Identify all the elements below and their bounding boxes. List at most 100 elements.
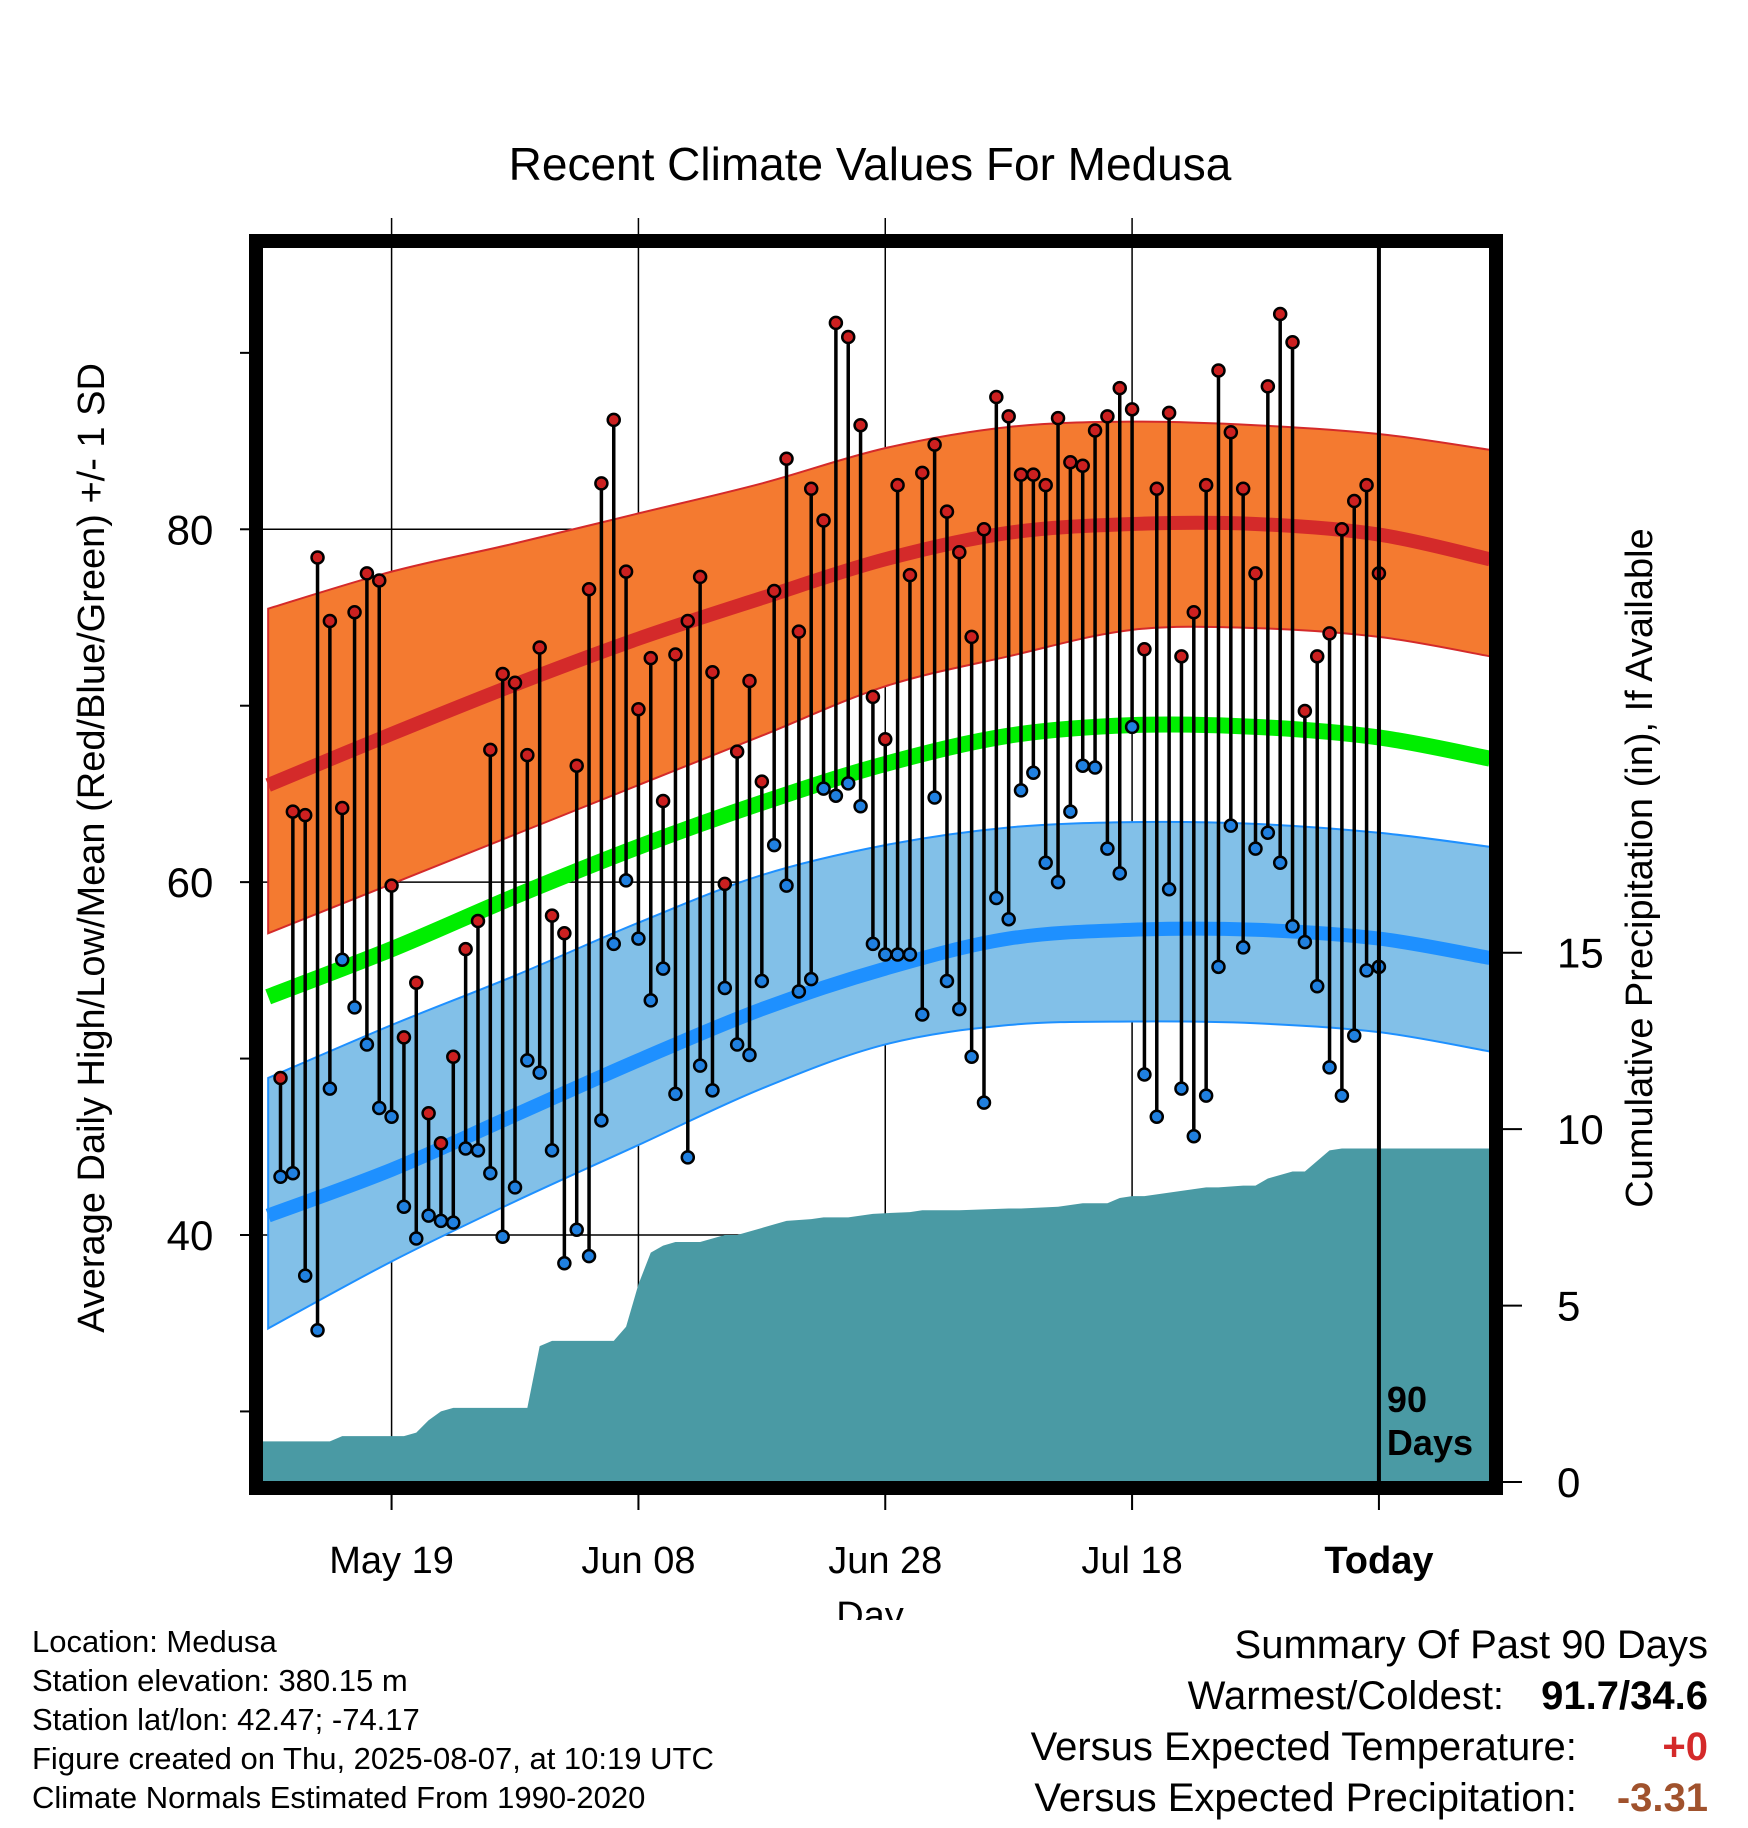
daily-high-point <box>1198 477 1214 493</box>
location-text: Location: Medusa <box>32 1624 277 1659</box>
normals-text: Climate Normals Estimated From 1990-2020 <box>32 1780 646 1815</box>
precip-label: Versus Expected Precipitation: <box>1034 1776 1577 1820</box>
daily-low-point <box>779 878 794 893</box>
daily-high-point <box>285 804 301 819</box>
daily-low-point <box>1013 783 1029 798</box>
daily-high-point <box>1124 402 1140 417</box>
daily-low-point <box>1075 758 1090 773</box>
daily-high-point <box>1075 458 1090 474</box>
daily-low-point <box>1124 719 1140 735</box>
y2-tick-label: 15 <box>1557 930 1604 977</box>
daily-low-point <box>754 973 770 989</box>
daily-low-point <box>655 961 671 976</box>
daily-high-point <box>1346 493 1362 509</box>
daily-low-point <box>1050 874 1066 890</box>
high-normal-line <box>265 515 1490 792</box>
y-tick-label: 40 <box>167 1212 214 1259</box>
daily-high-point <box>680 613 696 629</box>
daily-low-point <box>1359 963 1374 978</box>
y-tick-label: 60 <box>167 859 214 906</box>
daily-low-point <box>1235 940 1251 955</box>
daily-high-point <box>1087 423 1103 438</box>
daily-low-point <box>581 1248 597 1264</box>
daily-low-point <box>322 1081 338 1096</box>
daily-high-point <box>1260 379 1276 394</box>
daily-high-point <box>606 412 621 428</box>
daily-low-point <box>1100 841 1115 856</box>
x-tick-label: Jun 08 <box>581 1540 695 1582</box>
daily-high-point <box>668 647 683 662</box>
daily-high-point <box>1112 380 1127 396</box>
daily-high-point <box>816 513 831 528</box>
daily-high-point <box>717 876 733 892</box>
daily-low-point <box>766 837 782 853</box>
daily-high-point <box>976 522 992 537</box>
daily-low-point <box>1334 1088 1350 1103</box>
created-text: Figure created on Thu, 2025-08-07, at 10… <box>32 1741 714 1776</box>
daily-high-point <box>1235 481 1251 496</box>
daily-low-point <box>310 1323 325 1338</box>
daily-high-point <box>1149 481 1165 496</box>
daily-high-point <box>1285 335 1300 350</box>
daily-high-point <box>433 1136 449 1151</box>
daily-low-point <box>680 1150 696 1165</box>
temp-value: +0 <box>1662 1725 1708 1769</box>
daily-high-point <box>495 666 510 682</box>
daily-high-point <box>631 701 646 717</box>
daily-high-point <box>594 476 609 491</box>
chart-title: Recent Climate Values For Medusa <box>509 138 1232 190</box>
today-days-word: Days <box>1387 1422 1473 1463</box>
daily-low-point <box>927 790 942 805</box>
high-sd-band <box>267 420 1490 935</box>
daily-low-point <box>840 776 856 791</box>
daily-high-point <box>297 807 313 823</box>
station-info: Location: Medusa Station elevation: 380.… <box>32 1622 714 1817</box>
daily-low-point <box>729 1037 745 1052</box>
daily-high-point <box>1161 405 1177 421</box>
daily-low-point <box>446 1215 461 1230</box>
daily-low-point <box>421 1208 436 1223</box>
daily-low-point <box>668 1086 683 1102</box>
daily-low-point <box>1223 818 1239 833</box>
daily-low-point <box>1309 978 1325 994</box>
daily-low-point <box>705 1083 720 1098</box>
daily-high-point <box>384 878 399 893</box>
y2-tick-label: 0 <box>1557 1459 1580 1506</box>
daily-low-point <box>1322 1060 1337 1075</box>
summary-title: Summary Of Past 90 Days <box>1234 1623 1708 1667</box>
latlon-text: Station lat/lon: 42.47; -74.17 <box>32 1702 420 1737</box>
daily-high-point <box>421 1106 436 1121</box>
daily-high-point <box>766 583 782 599</box>
warm-cold-label: Warmest/Coldest: <box>1187 1674 1505 1718</box>
y2-tick-label: 10 <box>1557 1106 1604 1153</box>
temp-label: Versus Expected Temperature: <box>1030 1725 1577 1769</box>
daily-high-point <box>865 689 881 705</box>
y-tick-label: 80 <box>167 506 214 553</box>
daily-low-point <box>483 1166 498 1181</box>
daily-high-point <box>557 926 572 941</box>
daily-high-point <box>939 504 955 519</box>
daily-high-point <box>878 731 893 747</box>
daily-high-point <box>569 758 584 773</box>
daily-high-point <box>643 650 659 666</box>
daily-low-point <box>495 1229 510 1245</box>
daily-low-point <box>1272 855 1288 870</box>
daily-low-point <box>1137 1067 1152 1082</box>
summary-panel: Summary Of Past 90 Days Warmest/Coldest:… <box>1031 1620 1708 1824</box>
daily-low-point <box>742 1047 757 1063</box>
daily-low-point <box>371 1100 387 1116</box>
daily-low-point <box>334 952 350 968</box>
daily-low-point <box>643 993 659 1008</box>
daily-low-point <box>285 1166 301 1181</box>
daily-high-point <box>1334 522 1350 537</box>
daily-high-point <box>371 573 387 588</box>
daily-low-point <box>1038 855 1053 870</box>
daily-high-point <box>853 417 868 433</box>
daily-high-point <box>1137 642 1152 657</box>
daily-high-point <box>446 1049 461 1065</box>
warm-cold-value: 91.7/34.6 <box>1541 1674 1708 1718</box>
daily-low-point <box>1174 1081 1189 1096</box>
daily-low-point <box>470 1143 486 1158</box>
daily-low-point <box>396 1199 412 1215</box>
